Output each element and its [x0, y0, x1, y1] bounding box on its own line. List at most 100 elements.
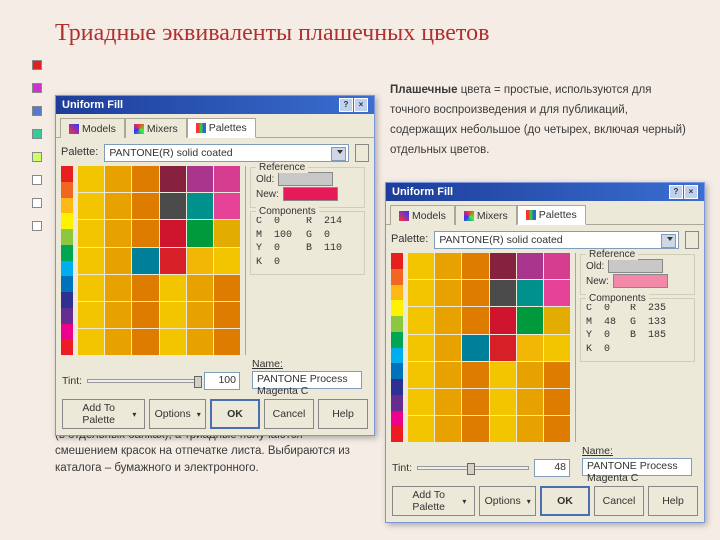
swatch[interactable] [435, 307, 461, 333]
swatch[interactable] [160, 248, 186, 274]
swatch[interactable] [408, 307, 434, 333]
swatch[interactable] [517, 362, 543, 388]
add-to-palette-button[interactable]: Add To Palette [392, 486, 475, 516]
swatch[interactable] [160, 302, 186, 328]
swatch[interactable] [78, 329, 104, 355]
swatch[interactable] [544, 362, 570, 388]
swatch-grid[interactable] [78, 166, 240, 355]
swatch[interactable] [132, 220, 158, 246]
swatch[interactable] [517, 280, 543, 306]
swatch[interactable] [490, 307, 516, 333]
swatch[interactable] [435, 335, 461, 361]
hue-strip[interactable] [391, 253, 403, 442]
swatch[interactable] [544, 253, 570, 279]
swatch[interactable] [435, 389, 461, 415]
swatch[interactable] [160, 220, 186, 246]
swatch[interactable] [435, 362, 461, 388]
options-button[interactable]: Options [149, 399, 206, 429]
palette-browse-button[interactable] [685, 231, 699, 249]
swatch[interactable] [517, 416, 543, 442]
swatch[interactable] [435, 253, 461, 279]
swatch[interactable] [187, 248, 213, 274]
swatch[interactable] [408, 362, 434, 388]
tab-mixers[interactable]: Mixers [125, 118, 187, 138]
swatch[interactable] [105, 220, 131, 246]
swatch[interactable] [462, 307, 488, 333]
swatch[interactable] [408, 416, 434, 442]
swatch[interactable] [105, 329, 131, 355]
close-icon[interactable]: × [684, 185, 698, 199]
swatch[interactable] [78, 166, 104, 192]
cancel-button[interactable]: Cancel [264, 399, 314, 429]
palette-combo[interactable]: PANTONE(R) solid coated [434, 231, 679, 249]
swatch[interactable] [408, 389, 434, 415]
swatch[interactable] [160, 329, 186, 355]
tint-slider[interactable] [417, 466, 529, 470]
swatch[interactable] [187, 193, 213, 219]
swatch[interactable] [214, 275, 240, 301]
hue-strip[interactable] [61, 166, 73, 355]
tint-input[interactable]: 100 [204, 372, 240, 390]
add-to-palette-button[interactable]: Add To Palette [62, 399, 145, 429]
swatch[interactable] [544, 307, 570, 333]
swatch[interactable] [462, 416, 488, 442]
tint-input[interactable]: 48 [534, 459, 570, 477]
swatch[interactable] [105, 275, 131, 301]
swatch[interactable] [105, 166, 131, 192]
swatch[interactable] [187, 166, 213, 192]
tab-mixers[interactable]: Mixers [455, 205, 517, 225]
close-icon[interactable]: × [354, 98, 368, 112]
swatch[interactable] [132, 302, 158, 328]
palette-browse-button[interactable] [355, 144, 369, 162]
swatch[interactable] [132, 275, 158, 301]
help-button[interactable]: Help [318, 399, 368, 429]
swatch[interactable] [132, 248, 158, 274]
swatch[interactable] [160, 166, 186, 192]
swatch[interactable] [105, 302, 131, 328]
swatch[interactable] [187, 302, 213, 328]
swatch[interactable] [78, 220, 104, 246]
palette-combo[interactable]: PANTONE(R) solid coated [104, 144, 349, 162]
swatch[interactable] [132, 166, 158, 192]
swatch-grid[interactable] [408, 253, 570, 442]
tab-models[interactable]: Models [60, 118, 125, 138]
swatch[interactable] [132, 329, 158, 355]
swatch[interactable] [490, 280, 516, 306]
swatch[interactable] [78, 275, 104, 301]
tint-slider[interactable] [87, 379, 199, 383]
swatch[interactable] [544, 335, 570, 361]
help-button[interactable]: Help [648, 486, 698, 516]
swatch[interactable] [160, 275, 186, 301]
name-input[interactable]: PANTONE Process Magenta C [252, 371, 362, 389]
swatch[interactable] [160, 193, 186, 219]
swatch[interactable] [462, 253, 488, 279]
swatch[interactable] [517, 335, 543, 361]
swatch[interactable] [408, 253, 434, 279]
swatch[interactable] [187, 329, 213, 355]
swatch[interactable] [544, 389, 570, 415]
swatch[interactable] [214, 220, 240, 246]
swatch[interactable] [78, 248, 104, 274]
swatch[interactable] [517, 389, 543, 415]
swatch[interactable] [214, 329, 240, 355]
swatch[interactable] [462, 389, 488, 415]
swatch[interactable] [435, 280, 461, 306]
swatch[interactable] [517, 253, 543, 279]
swatch[interactable] [105, 193, 131, 219]
swatch[interactable] [214, 248, 240, 274]
swatch[interactable] [462, 362, 488, 388]
swatch[interactable] [187, 275, 213, 301]
swatch[interactable] [408, 335, 434, 361]
swatch[interactable] [490, 253, 516, 279]
swatch[interactable] [517, 307, 543, 333]
tab-palettes[interactable]: Palettes [517, 205, 586, 225]
swatch[interactable] [78, 193, 104, 219]
swatch[interactable] [544, 416, 570, 442]
swatch[interactable] [490, 416, 516, 442]
ok-button[interactable]: OK [210, 399, 260, 429]
ok-button[interactable]: OK [540, 486, 590, 516]
swatch[interactable] [187, 220, 213, 246]
swatch[interactable] [435, 416, 461, 442]
swatch[interactable] [132, 193, 158, 219]
swatch[interactable] [462, 280, 488, 306]
